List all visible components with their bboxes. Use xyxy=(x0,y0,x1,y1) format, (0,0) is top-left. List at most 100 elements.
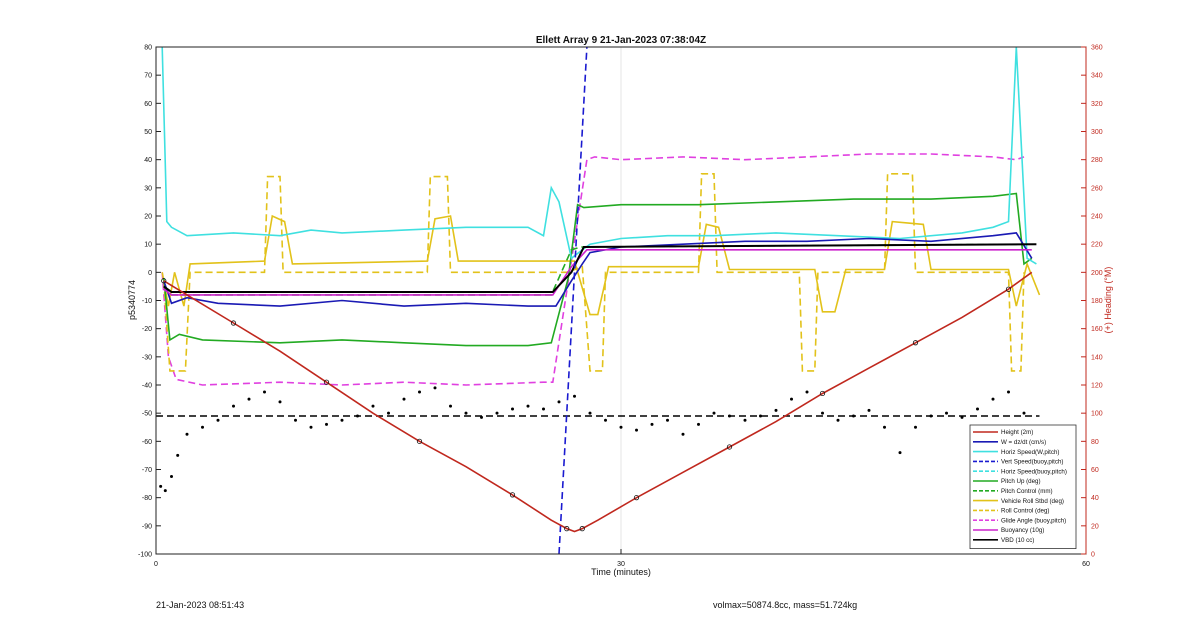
legend: Height (2m) W = dz/dt (cm/s) Horiz Speed(W… xyxy=(969,424,1077,549)
heading-point xyxy=(1022,411,1026,415)
heading-point xyxy=(232,404,235,408)
y2-tick-label: 120 xyxy=(1091,383,1103,390)
plot-series xyxy=(156,46,1041,555)
heading-point xyxy=(163,489,167,493)
y-tick-label: -20 xyxy=(142,326,152,333)
heading-point xyxy=(170,475,173,479)
heading-point xyxy=(604,418,607,422)
heading-point xyxy=(371,404,375,408)
grid xyxy=(155,47,1087,554)
legend-label: Vert Speed(buoy,pitch) xyxy=(1001,459,1063,466)
x-tick-label: 0 xyxy=(154,561,158,568)
heading-point xyxy=(976,407,979,411)
heading-point xyxy=(759,414,762,418)
heading-point xyxy=(836,418,840,422)
footer-volmax-mass: volmax=50874.8cc, mass=51.724kg xyxy=(713,600,858,610)
legend-label: Roll Control (deg) xyxy=(1001,508,1050,515)
heading-point xyxy=(929,414,933,418)
legend-label: Horiz Speed(buoy,pitch) xyxy=(1001,468,1067,475)
heading-point xyxy=(309,425,313,429)
height-marker xyxy=(230,320,237,326)
series-line-w xyxy=(163,232,1033,307)
legend-label: Height (2m) xyxy=(1001,429,1033,436)
heading-point xyxy=(340,418,344,422)
legend-label: W = dz/dt (cm/s) xyxy=(1001,439,1046,446)
height-marker xyxy=(633,495,640,501)
series-line-height xyxy=(163,271,1033,533)
heading-point xyxy=(805,390,809,394)
heading-point xyxy=(201,425,204,429)
y-tick-label: -70 xyxy=(142,467,152,474)
heading-point xyxy=(898,451,902,455)
y2-tick-label: 40 xyxy=(1091,495,1099,502)
y-axis-label: p5340774 xyxy=(127,280,137,320)
y2-tick-label: 200 xyxy=(1091,270,1103,277)
heading-point xyxy=(247,397,251,401)
y-tick-label: -90 xyxy=(142,523,152,530)
heading-point xyxy=(449,404,452,408)
y-tick-label: -60 xyxy=(142,439,152,446)
heading-point xyxy=(216,418,220,422)
heading-point xyxy=(159,484,163,488)
heading-point xyxy=(666,418,669,422)
y-tick-label: 40 xyxy=(144,157,152,164)
legend-box xyxy=(969,424,1077,549)
height-marker xyxy=(509,492,516,498)
y2-tick-label: 0 xyxy=(1091,552,1095,559)
series-line-vbd xyxy=(163,243,1037,293)
legend-label: Vehicle Roll Stbd (deg) xyxy=(1001,498,1064,505)
y-tick-label: 50 xyxy=(144,129,152,136)
heading-point xyxy=(185,432,189,436)
heading-point xyxy=(588,411,592,415)
series-line-roll xyxy=(161,214,1041,316)
y2-tick-label: 320 xyxy=(1091,101,1103,108)
y-tick-label: -30 xyxy=(142,354,152,361)
y2-tick-label: 80 xyxy=(1091,439,1099,446)
heading-point xyxy=(294,418,297,422)
heading-point xyxy=(433,386,437,390)
series-line-vert xyxy=(558,46,588,555)
legend-label: Pitch Control (mm) xyxy=(1001,488,1053,495)
legend-label: Buoyancy (10g) xyxy=(1001,527,1044,534)
heading-point xyxy=(263,390,266,394)
y2-tick-label: 360 xyxy=(1091,45,1103,52)
y2-tick-label: 180 xyxy=(1091,298,1103,305)
height-marker xyxy=(323,379,330,385)
y2-tick-label: 60 xyxy=(1091,467,1099,474)
chart-title: Ellett Array 9 21-Jan-2023 07:38:04Z xyxy=(536,35,706,46)
footer-timestamp: 21-Jan-2023 08:51:43 xyxy=(156,600,245,610)
heading-point xyxy=(650,422,654,426)
heading-point xyxy=(790,397,793,401)
heading-point xyxy=(557,400,561,404)
heading-point xyxy=(325,422,328,426)
heading-point xyxy=(176,453,180,457)
height-marker xyxy=(726,444,733,450)
axes: 0 30 60-100-90-80-70-60-50-40-30-20-100102… xyxy=(138,45,1103,569)
heading-point xyxy=(573,394,576,398)
y2-tick-label: 100 xyxy=(1091,411,1103,418)
y-tick-label: 10 xyxy=(144,242,152,249)
y-tick-label: 20 xyxy=(144,214,152,221)
height-marker xyxy=(912,340,919,346)
y2-tick-label: 20 xyxy=(1091,523,1099,530)
height-marker xyxy=(416,438,423,444)
height-marker xyxy=(161,278,167,284)
legend-label: VBD (10 cc) xyxy=(1001,537,1034,544)
legend-label: Glide Angle (buoy,pitch) xyxy=(1001,517,1066,524)
heading-point xyxy=(495,411,499,415)
height-marker xyxy=(1005,286,1012,292)
y2-tick-label: 240 xyxy=(1091,214,1103,221)
heading-point xyxy=(867,408,871,412)
y2-tick-label: 300 xyxy=(1091,129,1103,136)
heading-point xyxy=(821,411,824,415)
heading-point xyxy=(464,411,468,415)
height-marker xyxy=(579,526,585,532)
height-marker xyxy=(564,526,570,532)
heading-point xyxy=(960,415,964,419)
series-line-buoy xyxy=(163,249,1032,296)
series-line-pitch xyxy=(163,192,1033,347)
y-tick-label: 0 xyxy=(148,270,152,277)
y2-tick-label: 280 xyxy=(1091,157,1103,164)
heading-point xyxy=(712,411,716,415)
